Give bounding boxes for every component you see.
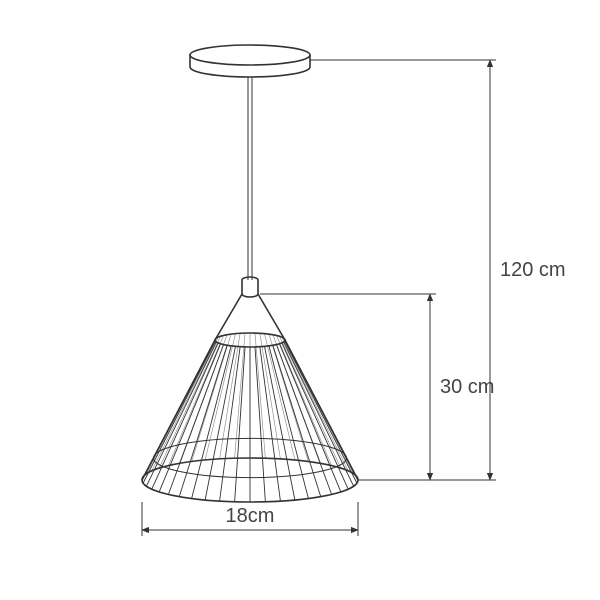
lamp-drawing: [142, 45, 358, 502]
dimension-lines: 18cm 30 cm 120 cm: [142, 60, 566, 536]
dim-width-label: 18cm: [226, 505, 275, 527]
dim-total-height-label: 120 cm: [500, 259, 566, 281]
dim-shade-height-label: 30 cm: [440, 376, 494, 398]
lamp-dimension-diagram: 18cm 30 cm 120 cm: [0, 0, 600, 600]
